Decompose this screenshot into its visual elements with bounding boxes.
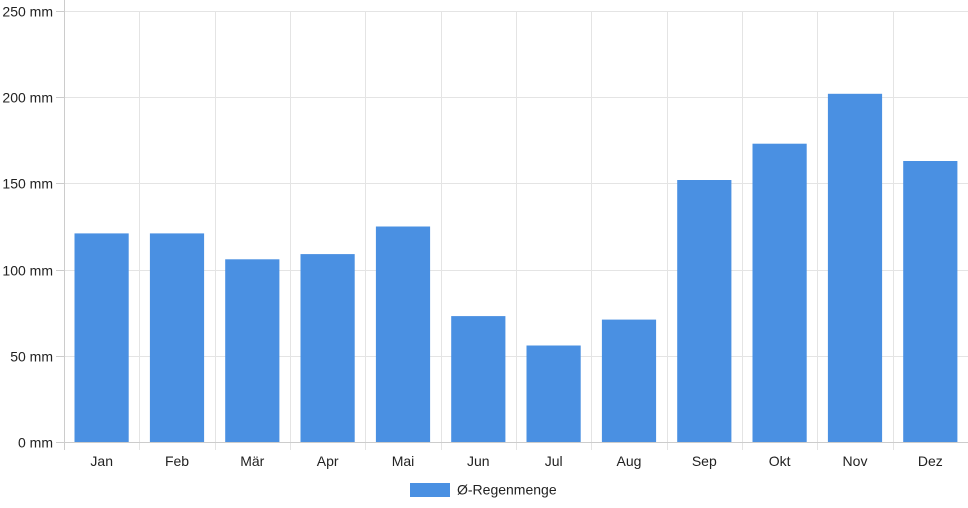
x-tick-label: Nov xyxy=(843,453,868,469)
bar-feb[interactable] xyxy=(149,233,205,442)
bar-mai[interactable] xyxy=(375,226,431,443)
bar-aug[interactable] xyxy=(601,319,657,442)
y-axis-ticks: 0 mm 50 mm 100 mm 150 mm 200 mm 250 mm xyxy=(2,4,53,451)
y-tick-label: 50 mm xyxy=(10,349,53,365)
x-tick-label: Dez xyxy=(918,453,943,469)
x-axis-ticks: Jan Feb Mär Apr Mai Jun Jul Aug Sep Okt Nov Dez xyxy=(90,453,942,469)
x-tick-label: Mär xyxy=(240,453,264,469)
bar-apr[interactable] xyxy=(300,254,355,442)
bar-jul[interactable] xyxy=(526,345,581,443)
bar-sep[interactable] xyxy=(677,180,732,442)
y-tick-label: 200 mm xyxy=(2,90,53,106)
legend[interactable]: Ø-Regenmenge xyxy=(410,482,557,498)
grid-lines xyxy=(64,11,968,450)
x-tick-label: Jul xyxy=(545,453,563,469)
legend-swatch[interactable] xyxy=(410,483,450,497)
bars xyxy=(74,93,958,443)
x-tick-label: Apr xyxy=(317,453,339,469)
x-tick-label: Jan xyxy=(90,453,113,469)
y-tick-label: 250 mm xyxy=(2,4,53,20)
axes xyxy=(56,0,968,450)
bar-mär[interactable] xyxy=(225,259,280,442)
y-tick-label: 0 mm xyxy=(18,435,53,451)
x-tick-label: Feb xyxy=(165,453,189,469)
y-tick-label: 100 mm xyxy=(2,263,53,279)
bar-jan[interactable] xyxy=(74,233,129,442)
x-tick-label: Jun xyxy=(467,453,490,469)
bar-okt[interactable] xyxy=(752,143,807,442)
x-tick-label: Okt xyxy=(769,453,791,469)
x-tick-label: Aug xyxy=(617,453,642,469)
x-tick-label: Sep xyxy=(692,453,717,469)
x-tick-label: Mai xyxy=(392,453,415,469)
bar-dez[interactable] xyxy=(903,161,958,442)
y-tick-label: 150 mm xyxy=(2,176,53,192)
legend-label[interactable]: Ø-Regenmenge xyxy=(457,482,557,498)
bar-nov[interactable] xyxy=(827,93,883,443)
bar-jun[interactable] xyxy=(451,316,506,442)
